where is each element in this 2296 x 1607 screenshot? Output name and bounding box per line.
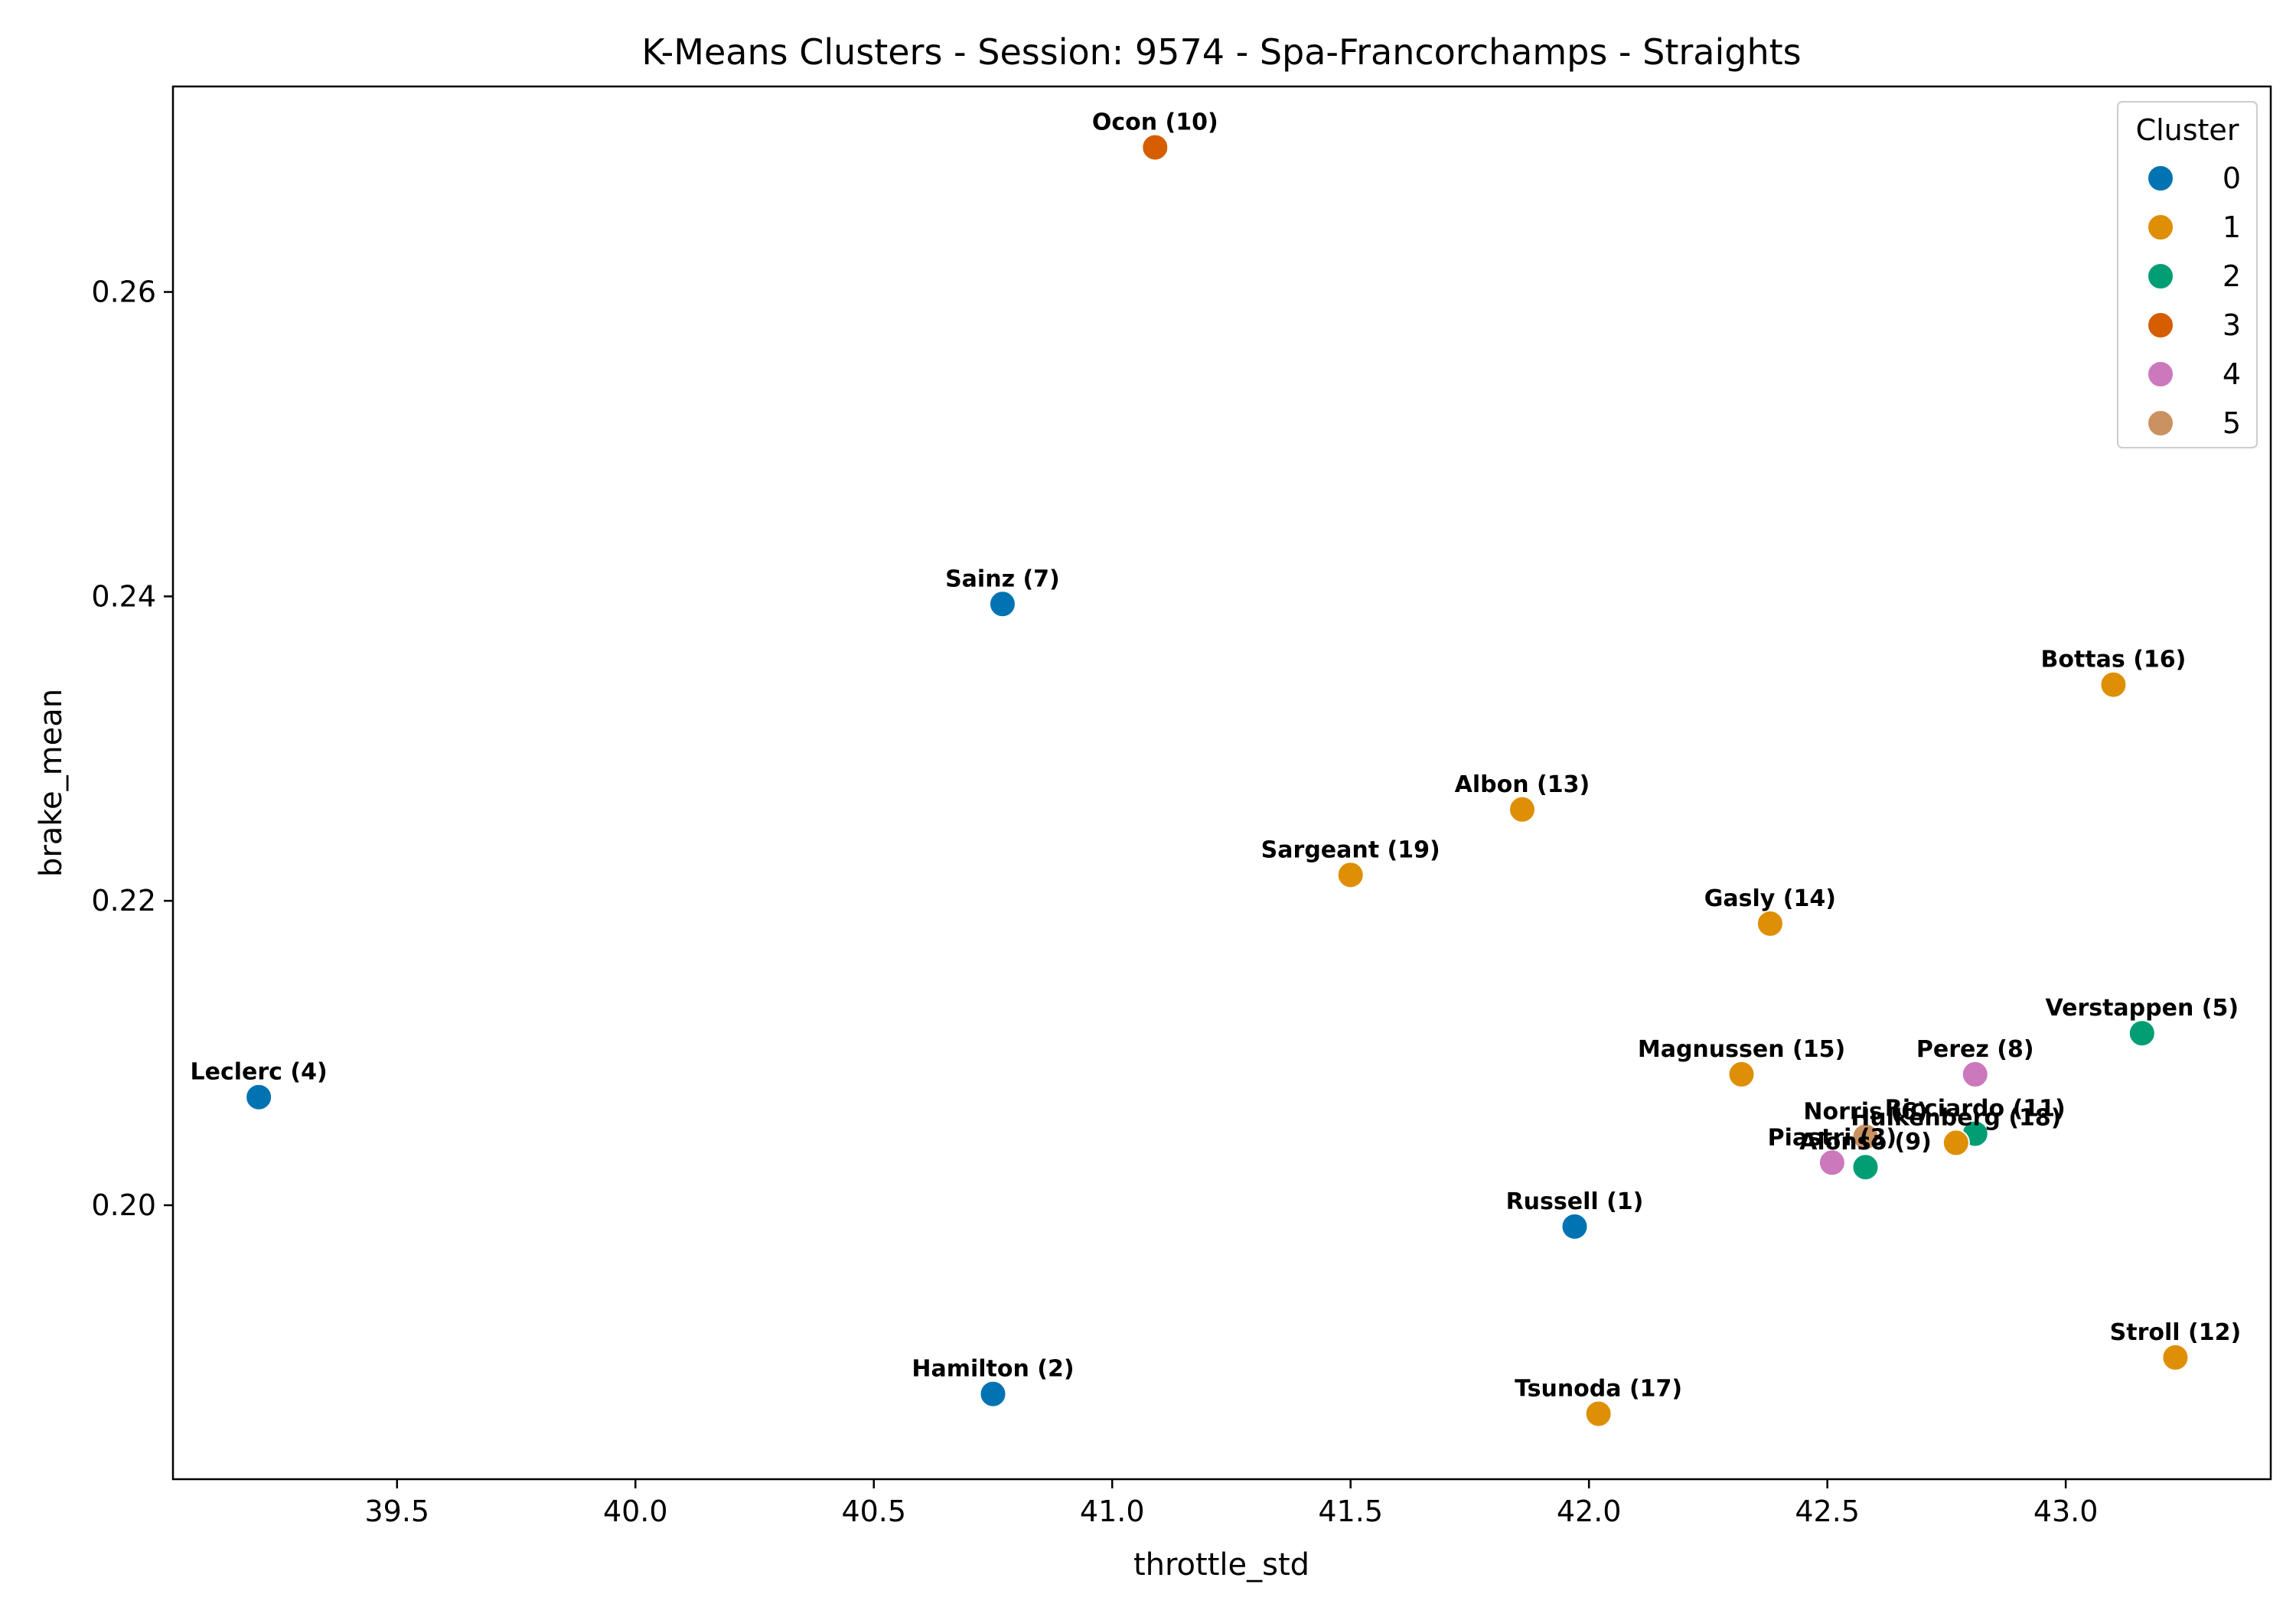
data-point: [1961, 1060, 1989, 1088]
data-point: [1336, 861, 1365, 889]
data-point: [2161, 1343, 2190, 1371]
legend-marker: [2147, 214, 2174, 241]
data-point-label: Russell (1): [1506, 1188, 1644, 1215]
data-point-label: Hulkenberg (18): [1851, 1104, 2061, 1131]
data-point-label: Albon (13): [1455, 771, 1590, 798]
data-point-label: Alonso (9): [1799, 1129, 1932, 1156]
x-tick-label: 40.5: [841, 1495, 906, 1528]
data-point: [2128, 1019, 2156, 1048]
data-points: [245, 133, 2190, 1428]
data-point: [988, 590, 1016, 618]
data-point-label: Ocon (10): [1092, 109, 1218, 136]
legend-marker: [2147, 262, 2174, 290]
data-point: [1756, 909, 1784, 937]
chart-title: K-Means Clusters - Session: 9574 - Spa-F…: [641, 31, 1801, 73]
legend-label: 1: [2223, 210, 2241, 244]
data-point: [979, 1380, 1007, 1408]
data-point: [1851, 1153, 1880, 1182]
data-point: [1508, 795, 1536, 823]
plot-area-frame: [171, 85, 2272, 1481]
data-point-labels: Ocon (10) Sainz (7) Bottas (16) Albon (13) S…: [191, 109, 2242, 1403]
y-axis-ticks: 0.20 0.22 0.24 0.26: [91, 275, 173, 1222]
x-tick-label: 43.0: [2033, 1495, 2099, 1528]
data-point-label: Ricciardo (11): [1885, 1095, 2066, 1122]
data-point-label: Sainz (7): [945, 566, 1060, 592]
data-point: [245, 1083, 273, 1111]
data-point-label: Bottas (16): [2040, 647, 2186, 673]
data-point: [1727, 1060, 1756, 1088]
legend-label: 4: [2223, 357, 2241, 391]
legend-marker: [2147, 311, 2174, 339]
x-tick-label: 41.5: [1318, 1495, 1383, 1528]
data-point-label: Leclerc (4): [191, 1059, 328, 1086]
data-point-label: Perez (8): [1916, 1036, 2034, 1063]
data-point: [1851, 1123, 1880, 1151]
y-tick-label: 0.22: [91, 884, 156, 918]
x-tick-label: 41.0: [1080, 1495, 1145, 1528]
legend-title: Cluster: [2136, 113, 2239, 147]
data-point-label: Stroll (12): [2110, 1319, 2242, 1346]
legend-marker: [2147, 360, 2174, 388]
data-point-label: Magnussen (15): [1638, 1036, 1845, 1063]
legend-label: 0: [2223, 161, 2241, 195]
data-point: [1818, 1149, 1846, 1177]
data-point-label: Sargeant (19): [1261, 836, 1440, 863]
x-tick-label: 39.5: [364, 1495, 429, 1528]
legend-marker: [2147, 409, 2174, 437]
data-point-label: Norris (6): [1803, 1098, 1927, 1125]
data-point: [1942, 1129, 1970, 1157]
data-point-label: Verstappen (5): [2046, 995, 2239, 1022]
legend-label: 5: [2223, 406, 2241, 440]
y-tick-label: 0.24: [91, 579, 156, 613]
data-point-label: Tsunoda (17): [1515, 1375, 1682, 1402]
legend-label: 3: [2223, 308, 2241, 342]
y-axis-label: brake_mean: [34, 689, 69, 877]
data-point: [2099, 670, 2128, 699]
data-point: [1584, 1400, 1613, 1428]
x-tick-label: 42.0: [1557, 1495, 1622, 1528]
x-axis-label: throttle_std: [1133, 1547, 1309, 1583]
data-point: [1141, 133, 1169, 161]
legend: Cluster 0 1 2 3 4 5: [2117, 101, 2258, 448]
x-tick-label: 40.0: [603, 1495, 668, 1528]
y-tick-label: 0.26: [91, 275, 156, 309]
legend-marker: [2147, 165, 2174, 192]
x-axis-ticks: 39.5 40.0 40.5 41.0 41.5 42.0 42.5 43.0: [364, 1479, 2098, 1528]
data-point-label: Gasly (14): [1704, 885, 1836, 912]
x-tick-label: 42.5: [1795, 1495, 1860, 1528]
data-point-label: Piastri (3): [1768, 1124, 1897, 1151]
data-point: [1561, 1212, 1589, 1240]
y-tick-label: 0.20: [91, 1188, 156, 1222]
legend-label: 2: [2223, 259, 2241, 293]
data-point-label: Hamilton (2): [912, 1356, 1074, 1383]
